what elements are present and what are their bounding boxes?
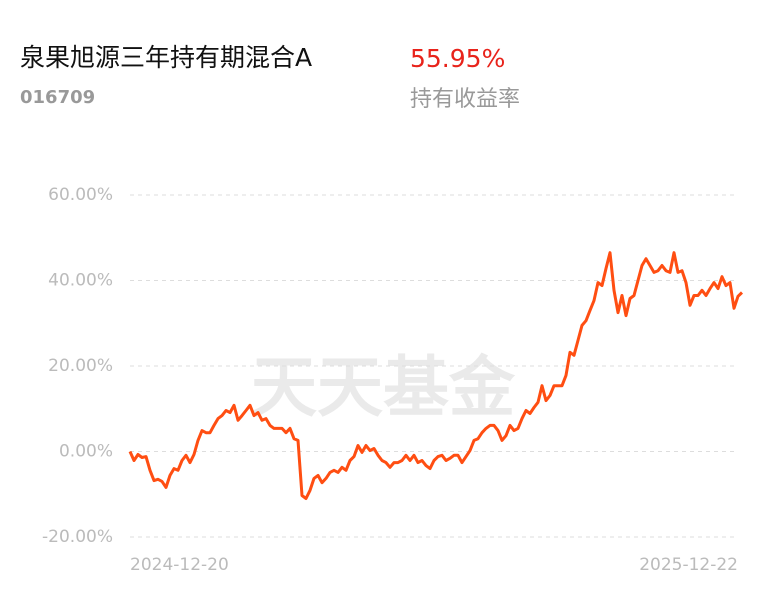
- y-tick-label: -20.00%: [42, 527, 113, 547]
- y-tick-label: 40.00%: [48, 271, 113, 291]
- y-tick-label: 0.00%: [59, 442, 113, 462]
- fund-title: 泉果旭源三年持有期混合A: [20, 43, 312, 72]
- x-tick-label: 2025-12-22: [639, 555, 738, 575]
- watermark: 天天基金: [251, 348, 516, 426]
- y-tick-label: 20.00%: [48, 356, 113, 376]
- y-tick-label: 60.00%: [48, 185, 113, 205]
- x-tick-label: 2024-12-20: [130, 555, 229, 575]
- fund-code: 016709: [20, 87, 95, 108]
- return-value: 55.95%: [410, 44, 505, 73]
- return-label: 持有收益率: [410, 87, 520, 112]
- line: [128, 251, 744, 500]
